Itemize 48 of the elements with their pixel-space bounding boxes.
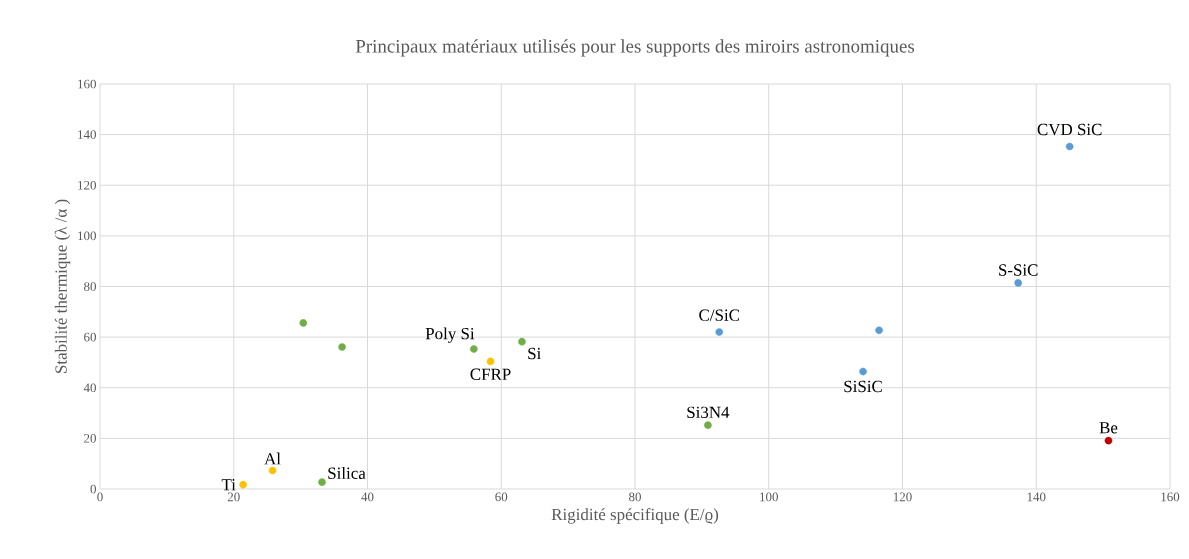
y-tick-label: 140 — [78, 130, 96, 139]
point — [704, 421, 712, 430]
annotation: SiSiC — [844, 380, 882, 393]
y-axis-title: Stabilité thermique (λ /α ) — [54, 199, 71, 373]
x-tick-label: 40 — [361, 492, 374, 502]
point — [239, 480, 247, 489]
annotation: Be — [1099, 422, 1118, 434]
x-tick-label: 160 — [1161, 492, 1180, 502]
point — [715, 328, 724, 336]
annotation: Si3N4 — [687, 406, 730, 419]
annotation: C/SiC — [699, 309, 740, 321]
chart-title: Principaux matériaux utilisés pour les supports des miroirs astronomiques — [355, 39, 915, 57]
y-tick-label: 0 — [90, 484, 96, 494]
y-tick-label: 120 — [78, 180, 96, 190]
y-tick-label: 60 — [84, 332, 96, 342]
annotation: CVD SiC — [1037, 123, 1102, 136]
point — [486, 357, 495, 366]
annotation: CFRP — [470, 368, 511, 381]
point — [268, 466, 277, 475]
point — [1065, 142, 1074, 151]
x-axis-title: Rigidité spécifique (E/ϱ) — [551, 508, 719, 524]
annotation: Silica — [328, 467, 366, 479]
x-tick-label: 20 — [227, 492, 240, 502]
annotation: Ti — [221, 479, 236, 491]
point — [338, 343, 346, 351]
y-tick-label: 100 — [78, 231, 96, 241]
x-tick-label: 120 — [893, 492, 912, 502]
annotation: S-SiC — [999, 264, 1038, 276]
annotation: Si — [528, 347, 541, 360]
point — [1104, 436, 1113, 445]
point — [1014, 279, 1022, 287]
point — [299, 319, 308, 327]
x-tick-label: 80 — [629, 492, 641, 502]
point — [518, 337, 526, 346]
point — [470, 345, 478, 353]
point — [875, 326, 883, 335]
point — [859, 367, 867, 376]
x-tick-label: 140 — [1027, 492, 1046, 502]
y-tick-label: 160 — [78, 79, 96, 89]
y-tick-label: 20 — [84, 434, 96, 443]
point — [318, 478, 326, 486]
x-tick-label: 60 — [495, 492, 508, 502]
annotation: Poly Si — [425, 327, 475, 343]
y-tick-label: 40 — [83, 383, 96, 393]
x-tick-label: 100 — [760, 492, 778, 502]
y-tick-label: 80 — [84, 282, 96, 291]
x-tick-label: 0 — [97, 492, 103, 502]
annotation: Al — [264, 452, 281, 465]
